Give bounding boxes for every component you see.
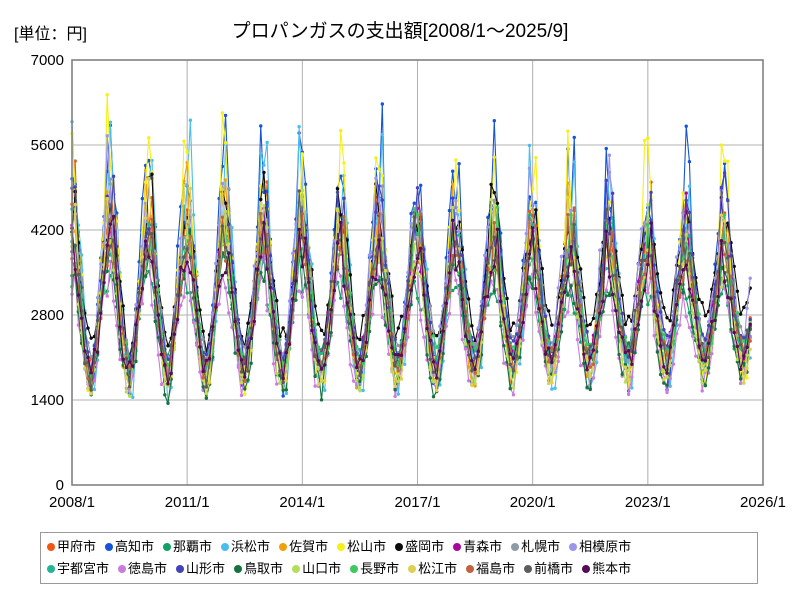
legend-item-浜松市[interactable]: 浜松市 [221,540,270,554]
legend-marker-icon [47,543,55,551]
legend-marker-icon [176,565,185,573]
y-axis-tick-label: 7000 [31,52,64,69]
legend-marker-icon [163,543,172,551]
x-axis-tick-label: 2026/1 [740,494,786,511]
legend-label: 佐賀市 [289,539,329,554]
legend-label: 徳島市 [128,561,168,576]
legend-item-宇都宮市[interactable]: 宇都宮市 [47,562,109,576]
x-axis-tick-label: 2011/1 [165,494,210,511]
y-axis-tick-label: 4200 [31,222,64,239]
legend-item-那覇市[interactable]: 那覇市 [163,540,212,554]
legend-label: 松山市 [347,539,387,554]
legend-label: 浜松市 [231,539,271,554]
legend-item-札幌市[interactable]: 札幌市 [511,540,560,554]
legend-label: 松江市 [418,561,458,576]
legend-label: 熊本市 [592,561,632,576]
legend-label: 長野市 [360,561,400,576]
legend-marker-icon [408,565,417,573]
legend-label: 宇都宮市 [57,561,110,576]
legend-label: 盛岡市 [405,539,445,554]
series-熊本市 [70,214,752,386]
legend-item-佐賀市[interactable]: 佐賀市 [279,540,328,554]
y-axis-tick-label: 2800 [31,307,64,324]
legend-label: 鳥取市 [244,561,284,576]
legend-label: 那覇市 [173,539,213,554]
legend-label: 山形市 [186,561,226,576]
x-axis-tick-label: 2023/1 [625,494,671,511]
legend-item-盛岡市[interactable]: 盛岡市 [395,540,444,554]
legend-label: 山口市 [302,561,342,576]
legend-item-高知市[interactable]: 高知市 [105,540,154,554]
legend-item-山形市[interactable]: 山形市 [176,562,225,576]
legend-marker-icon [118,565,127,573]
legend-marker-icon [395,543,404,551]
legend: 甲府市 高知市 那覇市 浜松市 佐賀市 松山市 盛岡市 青森市 札幌市 相模原市 宇都宮市 徳島市 山… [40,532,758,584]
x-axis-tick-label: 2014/1 [279,494,325,511]
legend-marker-icon [105,543,114,551]
unit-label: [単位：円] [14,26,87,43]
x-axis-tick-label: 2008/1 [49,494,95,511]
legend-item-相模原市[interactable]: 相模原市 [569,540,631,554]
legend-marker-icon [337,543,346,551]
legend-marker-icon [582,565,591,573]
legend-marker-icon [569,543,578,551]
legend-label: 前橋市 [534,561,574,576]
legend-row-1: 甲府市 高知市 那覇市 浜松市 佐賀市 松山市 盛岡市 青森市 札幌市 相模原市 [47,536,751,558]
legend-item-山口市[interactable]: 山口市 [292,562,341,576]
legend-label: 高知市 [115,539,155,554]
legend-row-2: 宇都宮市 徳島市 山形市 鳥取市 山口市 長野市 松江市 福島市 前橋市 熊本市 [47,558,751,580]
chart-title: プロパンガスの支出額[2008/1～2025/9] [231,21,569,42]
legend-label: 青森市 [463,539,503,554]
legend-item-熊本市[interactable]: 熊本市 [582,562,631,576]
legend-item-松江市[interactable]: 松江市 [408,562,457,576]
legend-marker-icon [511,543,520,551]
legend-marker-icon [292,565,301,573]
y-axis-tick-label: 0 [56,477,64,494]
x-axis-tick-label: 2020/1 [510,494,556,511]
x-axis-tick-label: 2017/1 [395,494,441,511]
legend-marker-icon [234,565,243,573]
legend-item-松山市[interactable]: 松山市 [337,540,386,554]
legend-label: 甲府市 [57,539,97,554]
legend-item-福島市[interactable]: 福島市 [466,562,515,576]
legend-marker-icon [453,543,462,551]
legend-marker-icon [221,543,230,551]
legend-item-前橋市[interactable]: 前橋市 [524,562,573,576]
legend-marker-icon [524,565,533,573]
legend-label: 福島市 [476,561,516,576]
legend-marker-icon [279,543,288,551]
legend-item-徳島市[interactable]: 徳島市 [118,562,167,576]
legend-marker-icon [47,565,55,573]
legend-item-甲府市[interactable]: 甲府市 [47,540,96,554]
legend-marker-icon [350,565,359,573]
legend-marker-icon [466,565,475,573]
legend-label: 札幌市 [521,539,561,554]
y-axis-tick-label: 1400 [31,392,64,409]
legend-item-青森市[interactable]: 青森市 [453,540,502,554]
y-axis-tick-label: 5600 [31,137,64,154]
legend-item-長野市[interactable]: 長野市 [350,562,399,576]
legend-item-鳥取市[interactable]: 鳥取市 [234,562,283,576]
legend-label: 相模原市 [579,539,632,554]
